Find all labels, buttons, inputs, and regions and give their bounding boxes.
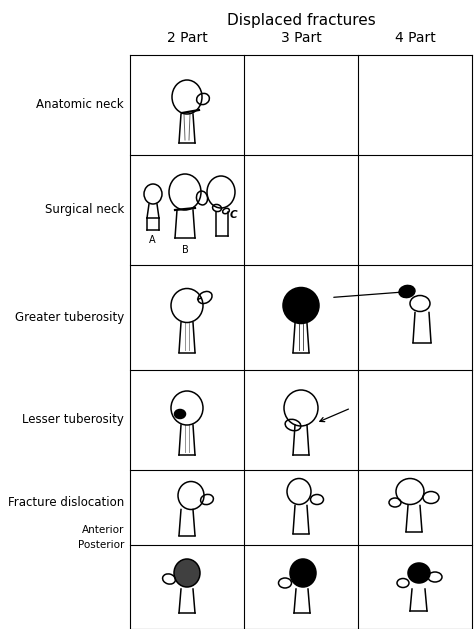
Text: Greater tuberosity: Greater tuberosity [15, 311, 124, 324]
Ellipse shape [399, 286, 415, 298]
Ellipse shape [408, 563, 430, 583]
Text: 2 Part: 2 Part [167, 31, 207, 45]
Text: Anterior: Anterior [82, 525, 124, 535]
Text: B: B [182, 245, 188, 255]
Text: C: C [229, 210, 237, 220]
Text: 4 Part: 4 Part [395, 31, 436, 45]
Circle shape [283, 287, 319, 323]
Text: A: A [149, 235, 155, 245]
Text: Lesser tuberosity: Lesser tuberosity [22, 413, 124, 426]
Text: Fracture dislocation: Fracture dislocation [8, 496, 124, 509]
Text: Anatomic neck: Anatomic neck [36, 99, 124, 111]
Ellipse shape [174, 559, 200, 587]
Text: Posterior: Posterior [78, 540, 124, 550]
Text: 3 Part: 3 Part [281, 31, 321, 45]
Text: Surgical neck: Surgical neck [45, 204, 124, 216]
Ellipse shape [174, 409, 185, 418]
Ellipse shape [290, 559, 316, 587]
Text: Displaced fractures: Displaced fractures [227, 13, 375, 28]
